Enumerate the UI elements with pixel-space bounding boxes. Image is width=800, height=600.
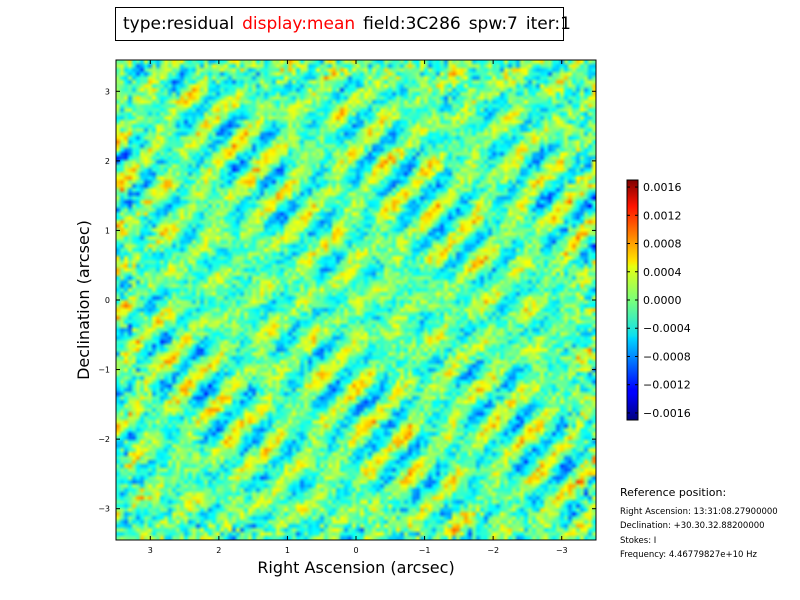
y-tick-label-0: 3 bbox=[105, 87, 110, 96]
reference-position-panel: Reference position: Right Ascension: 13:… bbox=[620, 486, 798, 562]
y-tick-label-3: 0 bbox=[105, 296, 110, 305]
colorbar-tick-label-5: −0.0004 bbox=[643, 322, 691, 335]
x-tick-label-5: −2 bbox=[487, 546, 499, 555]
heatmap-image bbox=[116, 60, 596, 540]
x-tick-label-1: 2 bbox=[216, 546, 221, 555]
colorbar-tick-label-7: −0.0012 bbox=[643, 379, 691, 392]
y-tick-label-2: 1 bbox=[105, 226, 110, 235]
x-axis-label: Right Ascension (arcsec) bbox=[257, 558, 454, 577]
reference-frequency: Frequency: 4.46779827e+10 Hz bbox=[620, 549, 757, 560]
x-tick-label-0: 3 bbox=[148, 546, 153, 555]
colorbar-tick-label-2: 0.0008 bbox=[643, 238, 682, 251]
colorbar-tick-label-8: −0.0016 bbox=[643, 407, 691, 420]
colorbar-tick-label-0: 0.0016 bbox=[643, 181, 682, 194]
y-tick-label-4: −1 bbox=[98, 366, 110, 375]
y-tick-label-6: −3 bbox=[98, 505, 110, 514]
plot-title: type:residual display:mean field:3C286 spw:… bbox=[115, 7, 571, 41]
y-axis-label: Declination (arcsec) bbox=[74, 220, 93, 380]
y-tick-label-5: −2 bbox=[98, 435, 110, 444]
x-tick-label-2: 1 bbox=[285, 546, 290, 555]
title-part-4: iter:1 bbox=[525, 14, 571, 34]
title-part-0: type:residual bbox=[123, 14, 235, 34]
colorbar-tick-label-4: 0.0000 bbox=[643, 294, 682, 307]
title-part-2: field:3C286 bbox=[363, 14, 461, 34]
y-axis-ticks: 3 2 1 0 −1 −2 −3 bbox=[98, 87, 596, 514]
title-part-3: spw:7 bbox=[468, 14, 518, 34]
x-axis-ticks: 3 2 1 0 −1 −2 −3 bbox=[148, 60, 568, 555]
y-tick-label-1: 2 bbox=[105, 157, 110, 166]
x-tick-label-6: −3 bbox=[556, 546, 568, 555]
reference-title: Reference position: bbox=[620, 486, 727, 499]
x-tick-label-4: −1 bbox=[419, 546, 431, 555]
x-tick-label-3: 0 bbox=[353, 546, 358, 555]
title-part-1: display:mean bbox=[242, 14, 356, 34]
reference-dec: Declination: +30.30.32.88200000 bbox=[620, 521, 765, 532]
residual-heatmap bbox=[116, 60, 596, 540]
colorbar-tick-label-6: −0.0008 bbox=[643, 350, 691, 363]
colorbar-tick-label-1: 0.0012 bbox=[643, 209, 682, 222]
reference-stokes: Stokes: I bbox=[620, 535, 657, 546]
reference-ra: Right Ascension: 13:31:08.27900000 bbox=[620, 507, 778, 517]
colorbar-ticks: 0.0016 0.0012 0.0008 0.0004 0.0000 −0.0004 −0.… bbox=[627, 181, 691, 420]
colorbar-tick-label-3: 0.0004 bbox=[643, 266, 682, 279]
